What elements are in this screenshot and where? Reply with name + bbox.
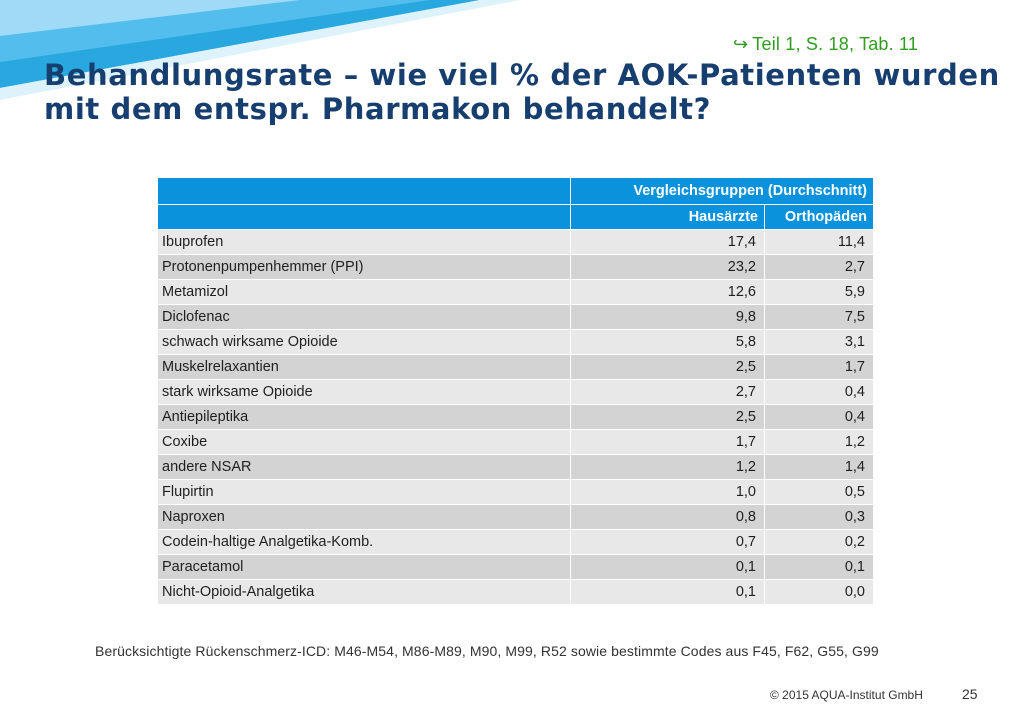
value-orthopaeden-cell: 0,3 [764,504,874,530]
header-swoosh-light [0,0,300,36]
value-orthopaeden-cell: 0,0 [764,579,874,605]
value-orthopaeden-cell: 5,9 [764,279,874,305]
value-orthopaeden-cell: 1,4 [764,454,874,480]
value-orthopaeden-cell: 0,4 [764,379,874,405]
source-reference: ↪ Teil 1, S. 18, Tab. 11 [733,34,918,55]
drug-name-cell: Protonenpumpenhemmer (PPI) [157,254,571,280]
drug-name-cell: Coxibe [157,429,571,455]
value-orthopaeden-cell: 0,2 [764,529,874,555]
icd-note: Berücksichtigte Rückenschmerz-ICD: M46-M… [95,643,879,659]
table-row: Protonenpumpenhemmer (PPI) 23,2 2,7 [157,254,874,280]
value-orthopaeden-cell: 3,1 [764,329,874,355]
table-row: Flupirtin 1,0 0,5 [157,479,874,505]
table-body: Ibuprofen 17,4 11,4 Protonenpumpenhemmer (P… [157,229,874,605]
drug-name-cell: Nicht-Opioid-Analgetika [157,579,571,605]
value-orthopaeden-cell: 7,5 [764,304,874,330]
value-hausaerzte-cell: 0,8 [570,504,765,530]
table-column-header-row: Hausärzte Orthopäden [157,204,874,230]
column-header-orthopaeden: Orthopäden [764,204,874,230]
value-orthopaeden-cell: 1,7 [764,354,874,380]
value-orthopaeden-cell: 2,7 [764,254,874,280]
value-hausaerzte-cell: 2,5 [570,354,765,380]
table-corner-cell [157,177,571,205]
drug-name-cell: Codein-haltige Analgetika-Komb. [157,529,571,555]
slide-title: Behandlungsrate – wie viel % der AOK-Pat… [44,58,1000,126]
table-row: Antiepileptika 2,5 0,4 [157,404,874,430]
value-hausaerzte-cell: 9,8 [570,304,765,330]
table-group-header-row: Vergleichsgruppen (Durchschnitt) [157,177,874,205]
return-arrow-icon: ↪ [733,34,749,54]
value-orthopaeden-cell: 1,2 [764,429,874,455]
table-row: Muskelrelaxantien 2,5 1,7 [157,354,874,380]
drug-name-cell: schwach wirksame Opioide [157,329,571,355]
value-orthopaeden-cell: 0,5 [764,479,874,505]
value-hausaerzte-cell: 0,7 [570,529,765,555]
drug-name-cell: Diclofenac [157,304,571,330]
table-row: Paracetamol 0,1 0,1 [157,554,874,580]
table-row: Ibuprofen 17,4 11,4 [157,229,874,255]
value-hausaerzte-cell: 17,4 [570,229,765,255]
value-hausaerzte-cell: 1,7 [570,429,765,455]
value-hausaerzte-cell: 23,2 [570,254,765,280]
table-row: Metamizol 12,6 5,9 [157,279,874,305]
value-hausaerzte-cell: 1,2 [570,454,765,480]
table-row: Naproxen 0,8 0,3 [157,504,874,530]
table-row: schwach wirksame Opioide 5,8 3,1 [157,329,874,355]
page-number: 25 [962,686,978,702]
drug-name-cell: andere NSAR [157,454,571,480]
drug-name-cell: Antiepileptika [157,404,571,430]
value-hausaerzte-cell: 2,5 [570,404,765,430]
table-row: Diclofenac 9,8 7,5 [157,304,874,330]
source-reference-text: Teil 1, S. 18, Tab. 11 [752,34,919,54]
value-hausaerzte-cell: 1,0 [570,479,765,505]
value-orthopaeden-cell: 0,4 [764,404,874,430]
table-row: andere NSAR 1,2 1,4 [157,454,874,480]
column-header-hausaerzte: Hausärzte [570,204,765,230]
value-hausaerzte-cell: 12,6 [570,279,765,305]
drug-name-cell: Metamizol [157,279,571,305]
drug-name-cell: Ibuprofen [157,229,571,255]
value-hausaerzte-cell: 0,1 [570,554,765,580]
drug-name-cell: Naproxen [157,504,571,530]
group-header: Vergleichsgruppen (Durchschnitt) [570,177,874,205]
value-hausaerzte-cell: 5,8 [570,329,765,355]
header-swoosh-edge [0,0,520,100]
value-hausaerzte-cell: 0,1 [570,579,765,605]
table-row: stark wirksame Opioide 2,7 0,4 [157,379,874,405]
copyright-footer: © 2015 AQUA-Institut GmbH [770,688,923,702]
table-row: Coxibe 1,7 1,2 [157,429,874,455]
table-corner-cell-2 [157,204,571,230]
drug-name-cell: stark wirksame Opioide [157,379,571,405]
drug-name-cell: Muskelrelaxantien [157,354,571,380]
treatment-rate-table: Vergleichsgruppen (Durchschnitt) Hausärz… [157,177,874,605]
drug-name-cell: Paracetamol [157,554,571,580]
value-orthopaeden-cell: 0,1 [764,554,874,580]
table-row: Nicht-Opioid-Analgetika 0,1 0,0 [157,579,874,605]
header-decoration [0,0,520,100]
table-row: Codein-haltige Analgetika-Komb. 0,7 0,2 [157,529,874,555]
value-hausaerzte-cell: 2,7 [570,379,765,405]
value-orthopaeden-cell: 11,4 [764,229,874,255]
drug-name-cell: Flupirtin [157,479,571,505]
